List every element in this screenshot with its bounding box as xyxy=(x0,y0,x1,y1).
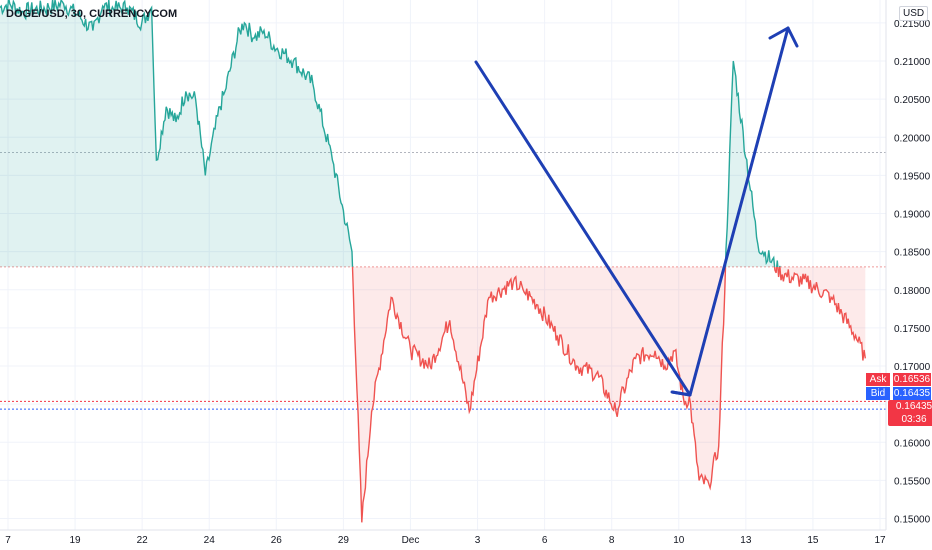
drawing-arrows[interactable] xyxy=(474,26,799,397)
price-label: 0.21500 xyxy=(894,19,931,30)
price-label: 0.19500 xyxy=(894,171,931,182)
price-label: 0.17500 xyxy=(894,324,931,335)
time-label: 22 xyxy=(137,535,149,546)
ask-tag: Ask 0.16536 xyxy=(866,373,932,386)
last-price-tag: 0.16435 03:36 xyxy=(888,400,932,426)
price-label: 0.19000 xyxy=(894,210,931,221)
last-price-value: 0.16435 xyxy=(895,401,932,412)
price-label: 0.16000 xyxy=(894,438,931,449)
bar-countdown: 03:36 xyxy=(901,414,927,425)
down-series-line xyxy=(351,266,727,523)
ask-value: 0.16536 xyxy=(893,373,931,386)
price-label: 0.20500 xyxy=(894,95,931,106)
down-series-line xyxy=(773,266,778,274)
up-arrow-head xyxy=(768,26,799,48)
time-label: 8 xyxy=(609,535,615,546)
down-series-line xyxy=(777,266,781,278)
chart-grid xyxy=(0,0,886,530)
up-series-line xyxy=(0,0,354,267)
time-label: 26 xyxy=(271,535,283,546)
time-label: 13 xyxy=(740,535,752,546)
time-axis-labels: 7 19 22 24 26 29 Dec 3 6 8 10 13 15 17 xyxy=(5,535,886,546)
time-label: 7 xyxy=(5,535,11,546)
price-label: 0.17000 xyxy=(894,362,931,373)
price-label: 0.18500 xyxy=(894,248,931,259)
price-label: 0.20000 xyxy=(894,133,931,144)
time-label: 15 xyxy=(807,535,819,546)
up-series-line xyxy=(724,60,776,267)
bid-tag: Bid 0.16435 xyxy=(866,387,932,400)
time-label: 10 xyxy=(673,535,685,546)
price-series xyxy=(0,0,866,523)
price-axis-labels: 0.21500 0.21000 0.20500 0.20000 0.19500 0.190… xyxy=(894,19,931,526)
time-label: 24 xyxy=(204,535,216,546)
ask-label: Ask xyxy=(866,373,890,386)
time-label: 29 xyxy=(338,535,350,546)
down-arrow-head xyxy=(671,390,691,397)
time-label: 17 xyxy=(874,535,886,546)
bid-value: 0.16435 xyxy=(893,387,931,400)
price-label: 0.15000 xyxy=(894,515,931,526)
price-label: 0.21000 xyxy=(894,57,931,68)
bid-label: Bid xyxy=(866,387,890,400)
up-series-line xyxy=(776,260,779,267)
price-label: 0.18000 xyxy=(894,286,931,297)
currency-button[interactable]: USD xyxy=(899,6,929,21)
time-label: 6 xyxy=(542,535,548,546)
time-label: 19 xyxy=(70,535,82,546)
down-area xyxy=(352,266,726,523)
time-label: 3 xyxy=(475,535,481,546)
price-label: 0.15500 xyxy=(894,476,931,487)
down-area xyxy=(779,266,866,361)
down-series-line xyxy=(779,266,866,361)
up-area xyxy=(0,0,353,267)
symbol-title: DOGE/USD, 30, CURRENCYCOM xyxy=(6,8,178,20)
time-label: Dec xyxy=(402,535,420,546)
up-trend-arrow xyxy=(688,26,790,397)
